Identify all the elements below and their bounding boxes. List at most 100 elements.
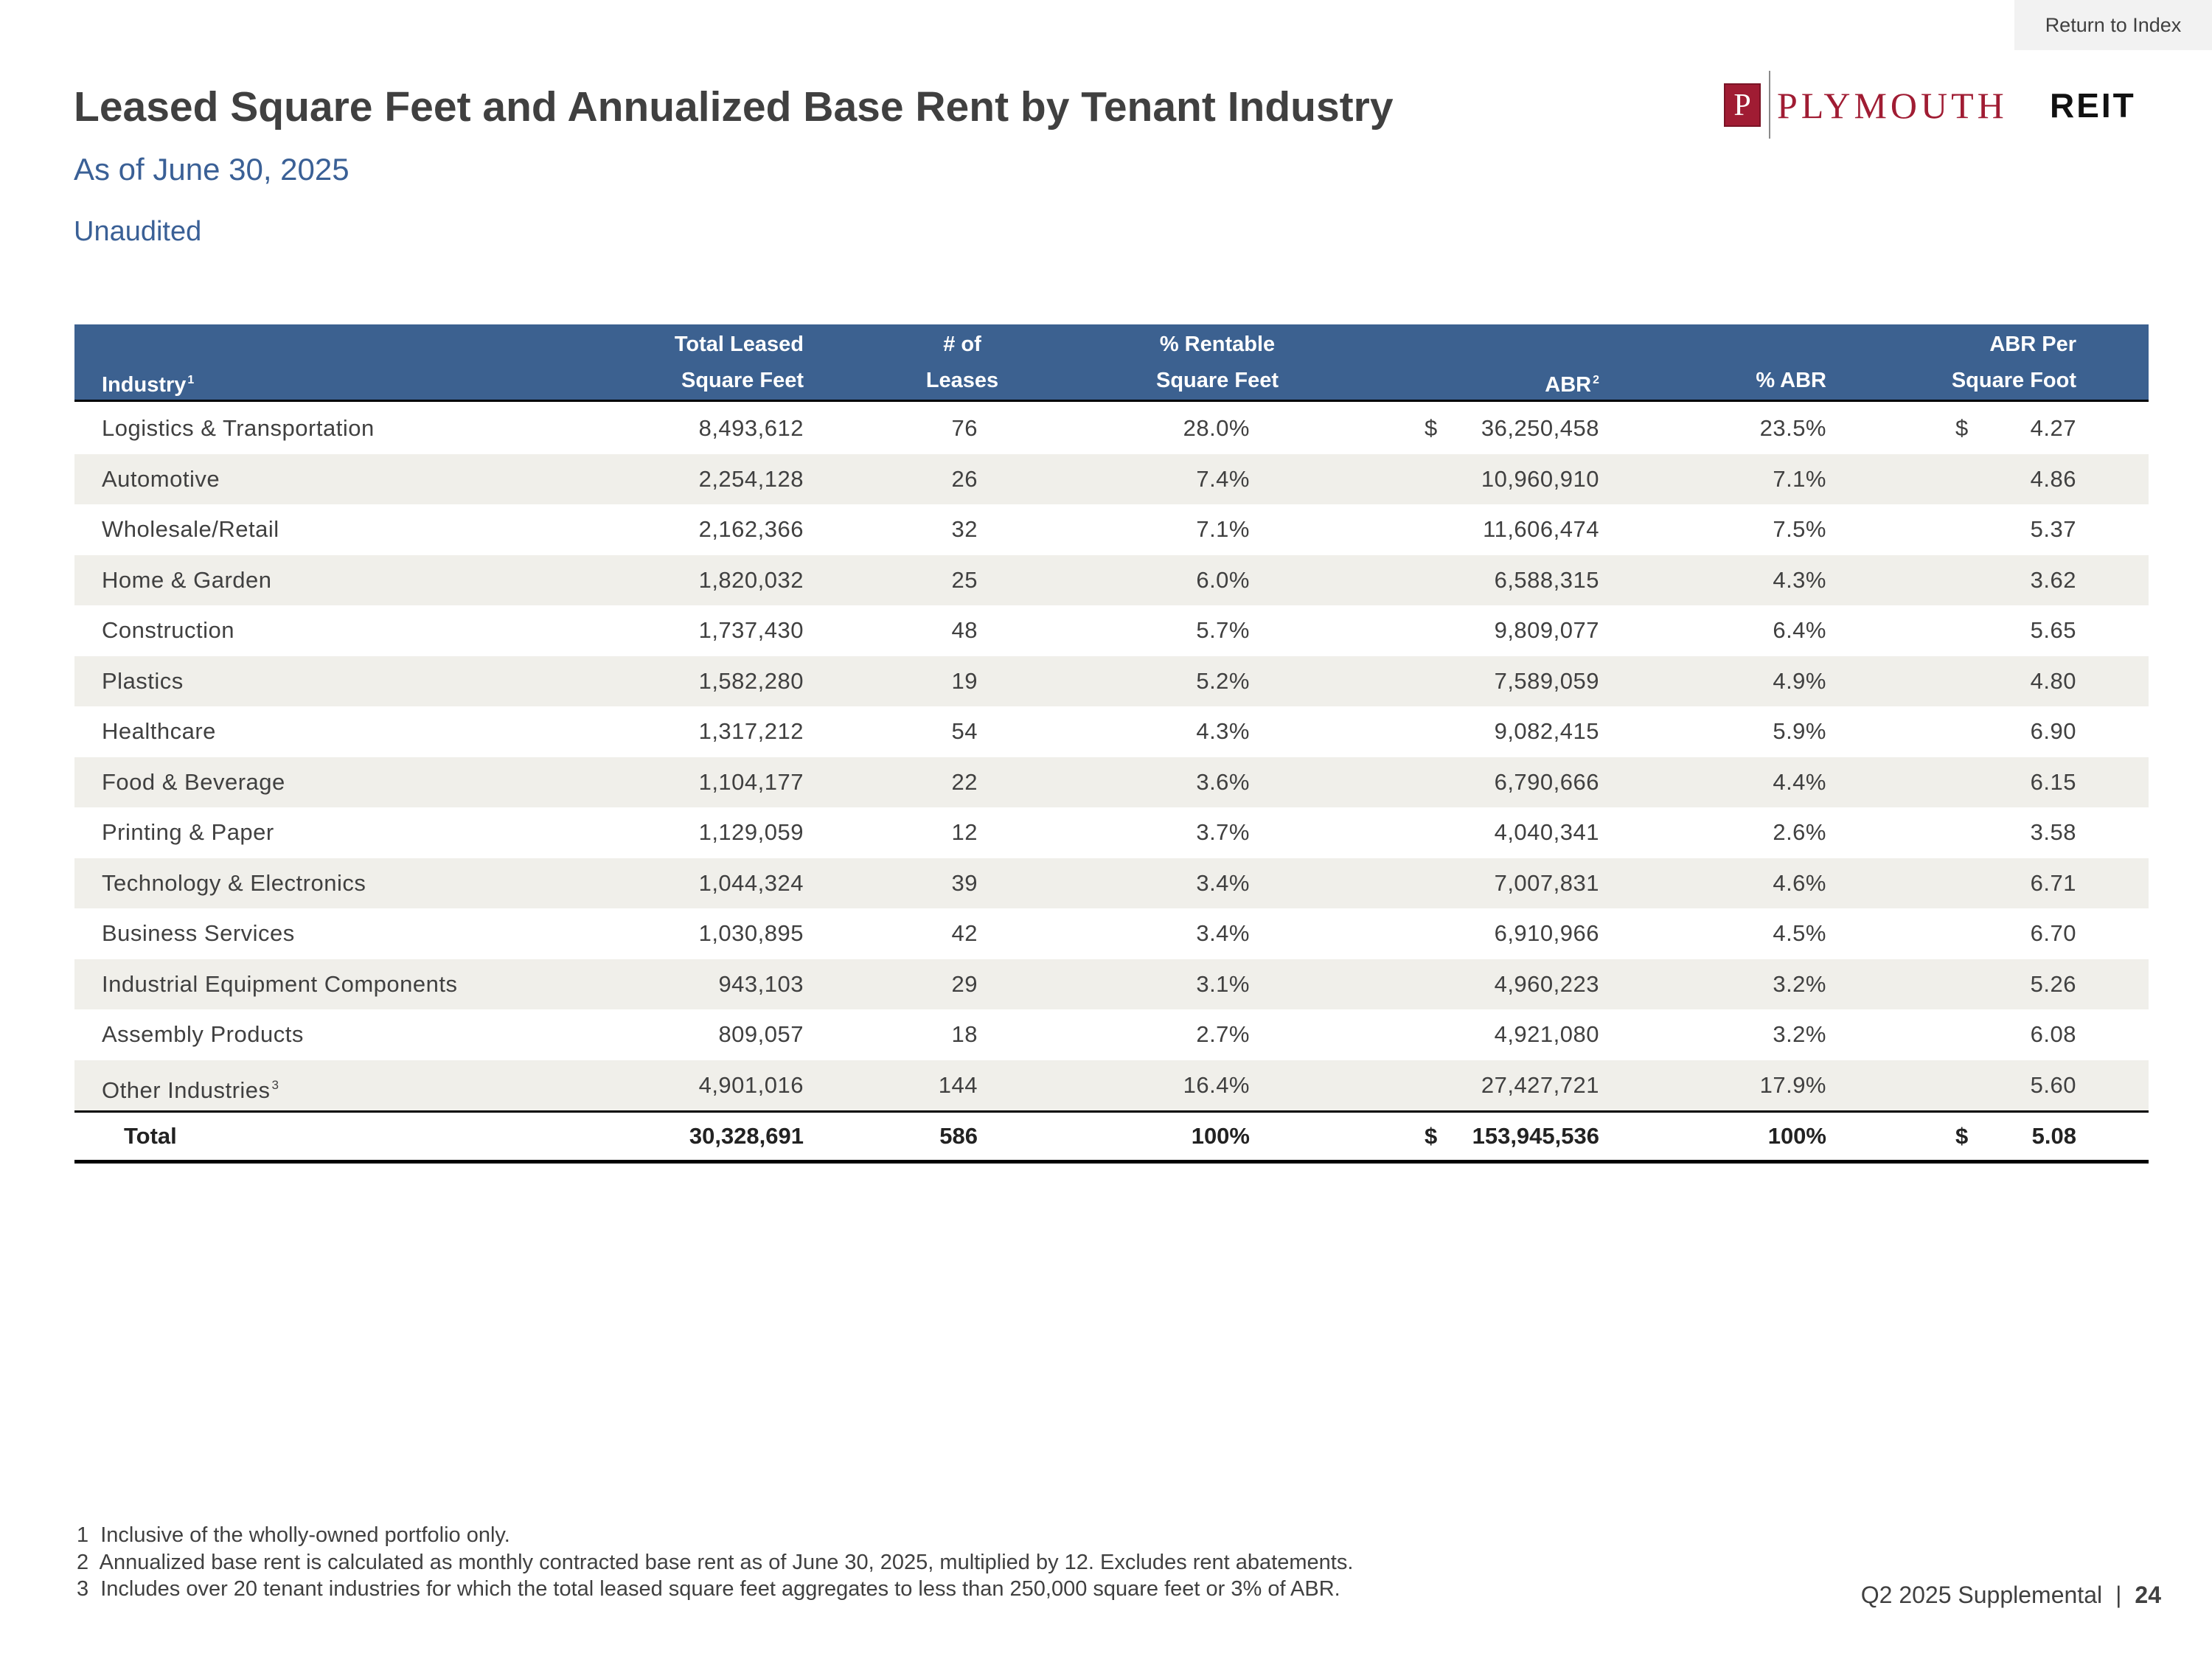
cell: 5.2% [1196, 663, 1250, 700]
column-header-text: % ABR [1756, 369, 1826, 392]
column-header: Total Leased [675, 328, 804, 361]
cell-text: 3.4% [1196, 920, 1250, 947]
cell-text: 1,317,212 [698, 718, 804, 745]
cell-text: 4,921,080 [1494, 1021, 1599, 1048]
column-header-text: ABR Per [1989, 333, 2076, 356]
cell: 54 [952, 713, 978, 750]
cell-text: 7.4% [1196, 465, 1250, 492]
cell: 4,040,341 [1495, 814, 1599, 851]
cell: 16.4% [1183, 1067, 1250, 1104]
cell: 4.3% [1773, 562, 1826, 599]
row-label: Industrial Equipment Components [102, 966, 457, 1003]
logo-name: PLYMOUTH [1777, 85, 2008, 126]
cell-text: 4.86 [2030, 465, 2076, 492]
row-label: Food & Beverage [102, 764, 285, 801]
cell: 6,588,315 [1495, 562, 1599, 599]
cell-text: 1,737,430 [698, 617, 804, 644]
cell-text: 3.58 [2030, 819, 2076, 846]
cell-text: Logistics & Transportation [102, 415, 375, 442]
cell-text: 7.1% [1196, 516, 1250, 543]
cell-text: 4,960,223 [1494, 970, 1599, 997]
cell: 29 [952, 966, 978, 1003]
cell-text: 17.9% [1759, 1071, 1826, 1098]
cell-text: 2,162,366 [698, 516, 804, 543]
cell-text: 1,820,032 [698, 566, 804, 593]
cell: 28.0% [1183, 410, 1250, 447]
cell-text: 5.7% [1196, 617, 1250, 644]
cell-text: Construction [102, 617, 235, 644]
row-label: Home & Garden [102, 562, 272, 599]
footnote: 3 Includes over 20 tenant industries for… [77, 1577, 1340, 1601]
cell: 3.4% [1196, 865, 1250, 902]
row-label: Wholesale/Retail [102, 511, 279, 548]
return-link[interactable]: Return to Index [2014, 0, 2212, 50]
cell-text: Assembly Products [102, 1021, 304, 1048]
cell-text: 42 [951, 920, 978, 947]
cell-text: 1,044,324 [698, 869, 804, 896]
cell-text: 3.1% [1196, 970, 1250, 997]
cell-text: 2.7% [1196, 1021, 1250, 1048]
row-band [74, 605, 2149, 656]
cell: 6.70 [2031, 915, 2076, 952]
cell: 1,820,032 [699, 562, 804, 599]
cell: 2,162,366 [699, 511, 804, 548]
cell: 6,790,666 [1495, 764, 1599, 801]
cell: 4,960,223 [1495, 966, 1599, 1003]
cell: 153,945,536 [1472, 1118, 1599, 1155]
cell: 3.62 [2031, 562, 2076, 599]
cell-text: 9,809,077 [1494, 617, 1599, 644]
cell: 19 [952, 663, 978, 700]
table: Industry 1 Total Leased Square Feet # of Leas… [74, 324, 2149, 1164]
cell: 943,103 [718, 966, 804, 1003]
cell: 4.6% [1773, 865, 1826, 902]
cell-text: 10,960,910 [1481, 465, 1599, 492]
cell: 4,901,016 [699, 1067, 804, 1104]
cell-text: 36,250,458 [1481, 415, 1599, 442]
cell-text: 5.08 [2031, 1123, 2076, 1149]
header-band [74, 324, 2149, 400]
cell-text: 153,945,536 [1472, 1123, 1599, 1149]
column-header-text: % Rentable [1159, 333, 1276, 356]
cell: 4.27 [2031, 410, 2076, 447]
row-label: Plastics [102, 663, 184, 700]
currency-sign: $ [1955, 1123, 1969, 1149]
cell: 42 [952, 915, 978, 952]
cell-text: 54 [951, 718, 978, 745]
cell-text: 100% [1191, 1123, 1250, 1149]
cell-text: 8,493,612 [698, 415, 804, 442]
cell-text: 5.60 [2030, 1071, 2076, 1098]
subtitle: As of June 30, 2025 [74, 152, 349, 187]
cell: 6.15 [2031, 764, 2076, 801]
cell-text: 76 [951, 415, 978, 442]
column-header-text: ABR [1545, 373, 1592, 397]
column-header: # of [741, 328, 1183, 361]
row-label: Other Industries 3 [102, 1067, 279, 1104]
cell: 3.2% [1773, 966, 1826, 1003]
cell: 6.71 [2031, 865, 2076, 902]
cell-text: Plastics [102, 667, 184, 694]
cell-text: 3.6% [1196, 768, 1250, 795]
column-header: Industry 1 [102, 364, 194, 397]
cell-text: 809,057 [718, 1021, 804, 1048]
cell-text: 22 [951, 768, 978, 795]
cell-text: 5.37 [2030, 516, 2076, 543]
cell: 7.1% [1773, 461, 1826, 498]
cell-text: Total [124, 1123, 177, 1149]
cell-text: 9,082,415 [1494, 718, 1599, 745]
cell-text: 30,328,691 [689, 1123, 804, 1149]
footnote-ref: 1 [187, 374, 195, 386]
cell-text: 12 [951, 819, 978, 846]
row-band [74, 706, 2149, 757]
row-band [74, 1009, 2149, 1060]
column-header-text: Square Feet [1156, 369, 1279, 392]
cell: 7.5% [1773, 511, 1826, 548]
cell: 809,057 [718, 1016, 804, 1053]
cell-text: Wholesale/Retail [102, 516, 279, 543]
cell: 5.26 [2031, 966, 2076, 1003]
cell-text: 4.5% [1773, 920, 1826, 947]
cell: 4,921,080 [1495, 1016, 1599, 1053]
cell-text: Healthcare [102, 718, 216, 745]
cell: 3.6% [1196, 764, 1250, 801]
cell-text: 6,910,966 [1494, 920, 1599, 947]
cell: 11,606,474 [1483, 511, 1599, 548]
